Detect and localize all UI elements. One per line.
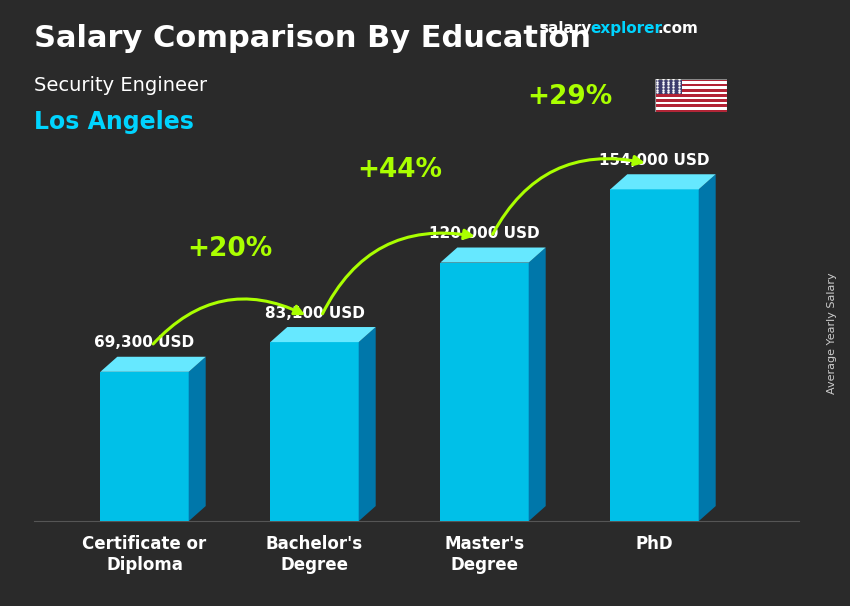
Polygon shape [270,342,359,521]
Bar [654,97,727,99]
Polygon shape [270,327,376,342]
Bar [654,104,727,107]
Text: salary: salary [540,21,592,36]
Text: Security Engineer: Security Engineer [34,76,207,95]
Bar [654,99,727,102]
Text: 154,000 USD: 154,000 USD [599,153,710,168]
Bar [654,110,727,112]
Polygon shape [699,175,716,521]
Bar [654,79,683,94]
Polygon shape [189,357,206,521]
Bar [654,102,727,104]
Bar [654,79,727,81]
Text: Average Yearly Salary: Average Yearly Salary [827,273,837,394]
Text: .com: .com [657,21,698,36]
Text: +29%: +29% [527,84,612,110]
Text: 83,100 USD: 83,100 USD [264,305,365,321]
Bar [654,107,727,110]
Polygon shape [440,247,546,262]
Bar [654,92,727,94]
Text: 120,000 USD: 120,000 USD [429,226,540,241]
Bar [654,94,727,97]
Text: explorer: explorer [591,21,663,36]
Polygon shape [440,262,529,521]
Bar [654,84,727,87]
Text: +20%: +20% [187,236,272,262]
Text: Los Angeles: Los Angeles [34,110,194,135]
Text: Salary Comparison By Education: Salary Comparison By Education [34,24,591,53]
Bar [654,89,727,92]
Bar [654,81,727,84]
Polygon shape [100,357,206,372]
Polygon shape [529,247,546,521]
Polygon shape [100,372,189,521]
Text: +44%: +44% [357,157,442,183]
Text: 69,300 USD: 69,300 USD [94,335,195,350]
Polygon shape [610,175,716,189]
Bar [654,87,727,89]
Polygon shape [610,189,699,521]
Polygon shape [359,327,376,521]
